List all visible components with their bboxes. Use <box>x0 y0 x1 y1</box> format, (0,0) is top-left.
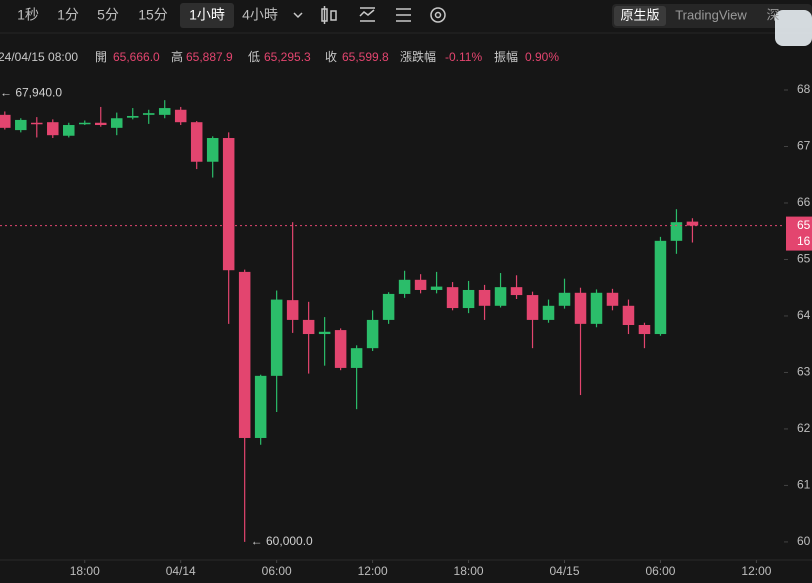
header-label: 振幅 <box>494 49 518 64</box>
candle-body <box>542 305 555 320</box>
view-button[interactable]: 深 <box>766 7 779 22</box>
candle-body <box>686 221 699 226</box>
y-tick-label: 61 <box>797 478 811 492</box>
header-value: -0.11% <box>445 50 482 64</box>
candle-body <box>670 222 683 241</box>
candle-body <box>270 299 283 376</box>
y-tick-label: 68 <box>797 82 811 96</box>
candle-body <box>190 122 203 162</box>
selected-interval-bg <box>180 3 234 28</box>
candle-body <box>78 122 91 125</box>
candle-body <box>254 375 267 438</box>
candle-body <box>510 287 523 296</box>
price-annotation: ← 67,940.0 <box>0 86 62 100</box>
candle-body <box>47 122 59 136</box>
scan-button[interactable] <box>775 10 812 46</box>
y-tick-label: 67 <box>797 139 811 153</box>
toolbar-icons <box>293 6 446 24</box>
x-tick-label: 12:00 <box>741 564 771 578</box>
interval-button[interactable]: 1小時 <box>189 7 225 23</box>
header-label: 收 <box>325 50 337 64</box>
x-tick-label: 04/14 <box>166 564 196 578</box>
candle-body <box>126 115 139 118</box>
candle-body <box>0 114 11 128</box>
candle-body <box>494 287 507 306</box>
candle-body <box>638 324 651 335</box>
candle-body <box>574 292 587 324</box>
candle-body <box>63 125 75 136</box>
gear-icon[interactable] <box>430 7 446 23</box>
interval-button[interactable]: 4小時 <box>242 7 278 23</box>
candle-body <box>462 289 475 309</box>
y-tick-label: 63 <box>797 365 811 379</box>
chevron-icon[interactable] <box>293 12 303 19</box>
candle-icon[interactable] <box>321 6 337 24</box>
x-tick-label: 06:00 <box>262 564 292 578</box>
header-value: 0.90% <box>525 50 559 64</box>
candle-body <box>622 305 635 325</box>
x-tick-label: 18:00 <box>454 564 484 578</box>
candle-body <box>526 295 539 320</box>
y-tick-label: 62 <box>797 421 811 435</box>
candle-body <box>318 331 331 335</box>
candle-body <box>286 300 299 320</box>
last-price-tag <box>786 216 812 251</box>
countdown-label: 16 <box>797 234 811 248</box>
candle-body <box>238 271 251 438</box>
view-button[interactable]: 原生版 <box>620 7 659 22</box>
header-value: 65,666.0 <box>113 50 160 64</box>
candle-body <box>414 279 427 290</box>
header-value: 65,295.3 <box>264 50 311 64</box>
candle-body <box>334 330 347 368</box>
x-tick-label: 06:00 <box>645 564 675 578</box>
candle-body <box>654 240 667 335</box>
header-value: 65,887.9 <box>186 50 233 64</box>
interval-button[interactable]: 1分 <box>57 7 79 23</box>
y-tick-label: 64 <box>797 308 811 322</box>
last-price-label: 65 <box>797 218 811 232</box>
candle-body <box>350 348 363 368</box>
header-label: 漲跌幅 <box>400 49 436 64</box>
candle-body <box>558 292 571 306</box>
candle-body <box>142 113 155 115</box>
candle-body <box>382 293 395 320</box>
y-tick-label: 65 <box>797 252 811 266</box>
interval-button[interactable]: 5分 <box>97 7 119 23</box>
candle-body <box>590 292 603 324</box>
candle-body <box>366 319 379 349</box>
candle-body <box>430 286 443 290</box>
candle-body <box>478 289 491 306</box>
candle-body <box>94 122 107 126</box>
view-button[interactable]: TradingView <box>675 7 747 22</box>
indicator-icon[interactable] <box>359 7 375 22</box>
candle-body <box>606 292 619 306</box>
candle-body <box>446 287 459 309</box>
candle-body <box>158 108 171 115</box>
candle-body <box>31 122 43 125</box>
header-label: 低 <box>248 50 260 64</box>
price-annotation: ← 60,000.0 <box>251 534 313 548</box>
candle-body <box>398 279 411 294</box>
header-label: 高 <box>171 49 183 64</box>
header-value: 65,599.8 <box>342 50 389 64</box>
header-label: 開 <box>95 50 107 64</box>
y-tick-label: 66 <box>797 195 811 209</box>
candle-body <box>222 138 235 271</box>
candle-body <box>302 319 315 335</box>
x-tick-label: 04/15 <box>549 564 579 578</box>
candle-body <box>110 118 123 128</box>
candle-body <box>206 138 219 162</box>
interval-button[interactable]: 1秒 <box>17 7 39 23</box>
settings-list-icon[interactable] <box>396 8 411 22</box>
candle-body <box>15 119 27 131</box>
candle-body <box>174 109 187 123</box>
x-tick-label: 18:00 <box>70 564 100 578</box>
header-time: 24/04/15 08:00 <box>0 50 78 64</box>
x-tick-label: 12:00 <box>358 564 388 578</box>
selected-view-bg <box>614 6 666 26</box>
y-tick-label: 60 <box>797 534 811 548</box>
interval-button[interactable]: 15分 <box>138 7 168 23</box>
